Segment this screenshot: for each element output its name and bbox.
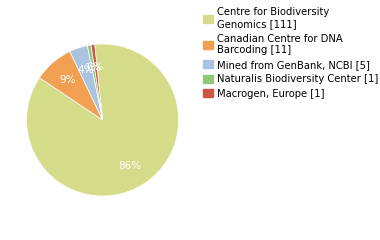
Text: 9%: 9% [60, 75, 76, 85]
Wedge shape [70, 46, 103, 120]
Wedge shape [91, 44, 103, 120]
Text: 4%: 4% [78, 65, 94, 75]
Text: 1%: 1% [85, 63, 101, 73]
Legend: Centre for Biodiversity
Genomics [111], Canadian Centre for DNA
Barcoding [11], : Centre for Biodiversity Genomics [111], … [203, 7, 378, 99]
Text: 86%: 86% [119, 161, 142, 171]
Text: 1%: 1% [87, 62, 104, 72]
Wedge shape [40, 51, 103, 120]
Wedge shape [27, 44, 179, 196]
Wedge shape [87, 45, 103, 120]
